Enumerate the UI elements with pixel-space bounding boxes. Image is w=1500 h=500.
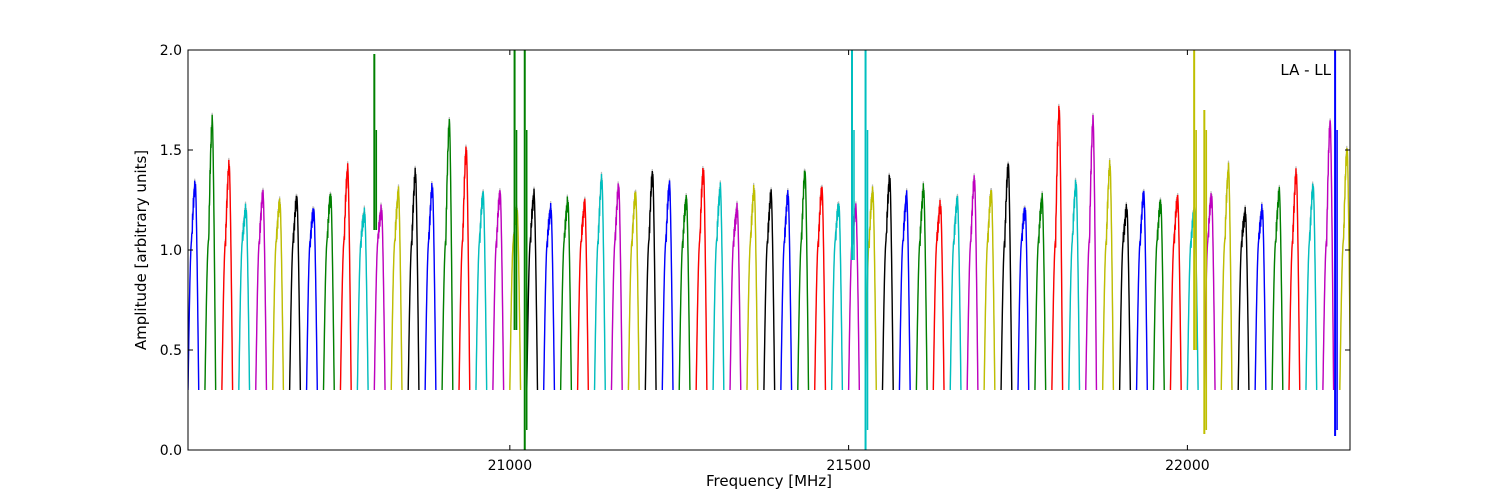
channel-trace	[644, 170, 657, 391]
series-layer	[188, 50, 1350, 450]
channel-trace	[1000, 163, 1013, 391]
y-tick-label: 1.0	[160, 243, 182, 259]
channel-trace	[898, 190, 911, 391]
channel-trace	[1085, 114, 1098, 391]
channel-trace	[1135, 190, 1148, 391]
channel-trace	[712, 182, 725, 391]
channel-trace	[1169, 194, 1182, 391]
channel-trace	[441, 119, 454, 391]
channel-trace	[1101, 160, 1115, 391]
channel-trace	[678, 195, 691, 391]
channel-trace	[576, 198, 589, 391]
channel-trace	[204, 114, 217, 391]
channel-trace	[966, 175, 979, 391]
channel-trace	[1051, 105, 1064, 391]
y-axis-label: Amplitude [arbitrary units]	[132, 150, 150, 350]
channel-trace	[339, 163, 352, 391]
channel-trace	[932, 199, 945, 391]
plot-frame	[187, 49, 1351, 451]
channel-trace	[221, 159, 234, 391]
channel-trace	[627, 191, 640, 391]
channel-trace	[1305, 183, 1318, 391]
channel-trace	[1152, 199, 1165, 391]
channel-trace	[915, 183, 928, 391]
channel-trace	[610, 183, 623, 391]
channel-trace	[695, 167, 708, 391]
channel-trace	[390, 186, 403, 391]
y-tick-label: 2.0	[160, 43, 182, 59]
channel-trace	[424, 183, 437, 391]
annotation-label: LA - LL	[1280, 61, 1331, 79]
channel-trace	[1322, 120, 1335, 391]
channel-trace	[238, 203, 251, 391]
channel-trace	[763, 189, 776, 391]
channel-trace	[1237, 206, 1250, 391]
channel-trace	[1017, 207, 1030, 391]
channel-trace	[1254, 203, 1267, 391]
channel-trace	[271, 198, 285, 391]
channel-trace	[814, 186, 827, 391]
channel-trace	[492, 190, 505, 391]
ticks-layer: 21000 21500 22000 0.0 0.5 1.0 1.5 2.0	[160, 43, 1350, 474]
channel-trace	[949, 195, 962, 391]
channel-trace	[881, 174, 894, 391]
channel-trace	[288, 195, 302, 391]
x-axis-label: Frequency [MHz]	[706, 472, 832, 490]
channel-trace	[1271, 186, 1284, 391]
channel-trace	[1068, 179, 1081, 391]
channel-trace	[1034, 192, 1047, 391]
channel-trace	[559, 196, 573, 391]
channel-trace	[356, 207, 369, 391]
channel-trace	[1118, 203, 1132, 391]
channel-trace	[830, 203, 844, 391]
channel-trace	[780, 190, 793, 391]
channel-trace	[407, 167, 420, 391]
y-tick-label: 0.5	[160, 343, 182, 359]
channel-trace	[983, 190, 996, 391]
x-tick-label: 21000	[488, 458, 533, 474]
channel-trace	[305, 208, 318, 391]
y-tick-label: 0.0	[160, 443, 182, 459]
channel-trace	[322, 193, 335, 391]
x-tick-label: 22000	[1165, 458, 1210, 474]
channel-trace	[255, 189, 268, 391]
channel-trace	[1288, 168, 1301, 391]
y-tick-label: 1.5	[160, 143, 182, 159]
channel-trace	[729, 202, 742, 391]
channel-trace	[543, 203, 556, 391]
channel-trace	[661, 180, 674, 391]
x-tick-label: 21500	[826, 458, 871, 474]
channel-trace	[475, 191, 488, 391]
channel-trace	[373, 204, 386, 391]
channel-trace	[746, 184, 759, 391]
channel-trace	[188, 180, 200, 391]
channel-trace	[1220, 162, 1233, 391]
channel-trace	[797, 170, 810, 391]
channel-trace	[458, 146, 471, 391]
channel-trace	[1339, 147, 1350, 391]
channel-trace	[526, 188, 539, 391]
channel-trace	[593, 173, 606, 391]
